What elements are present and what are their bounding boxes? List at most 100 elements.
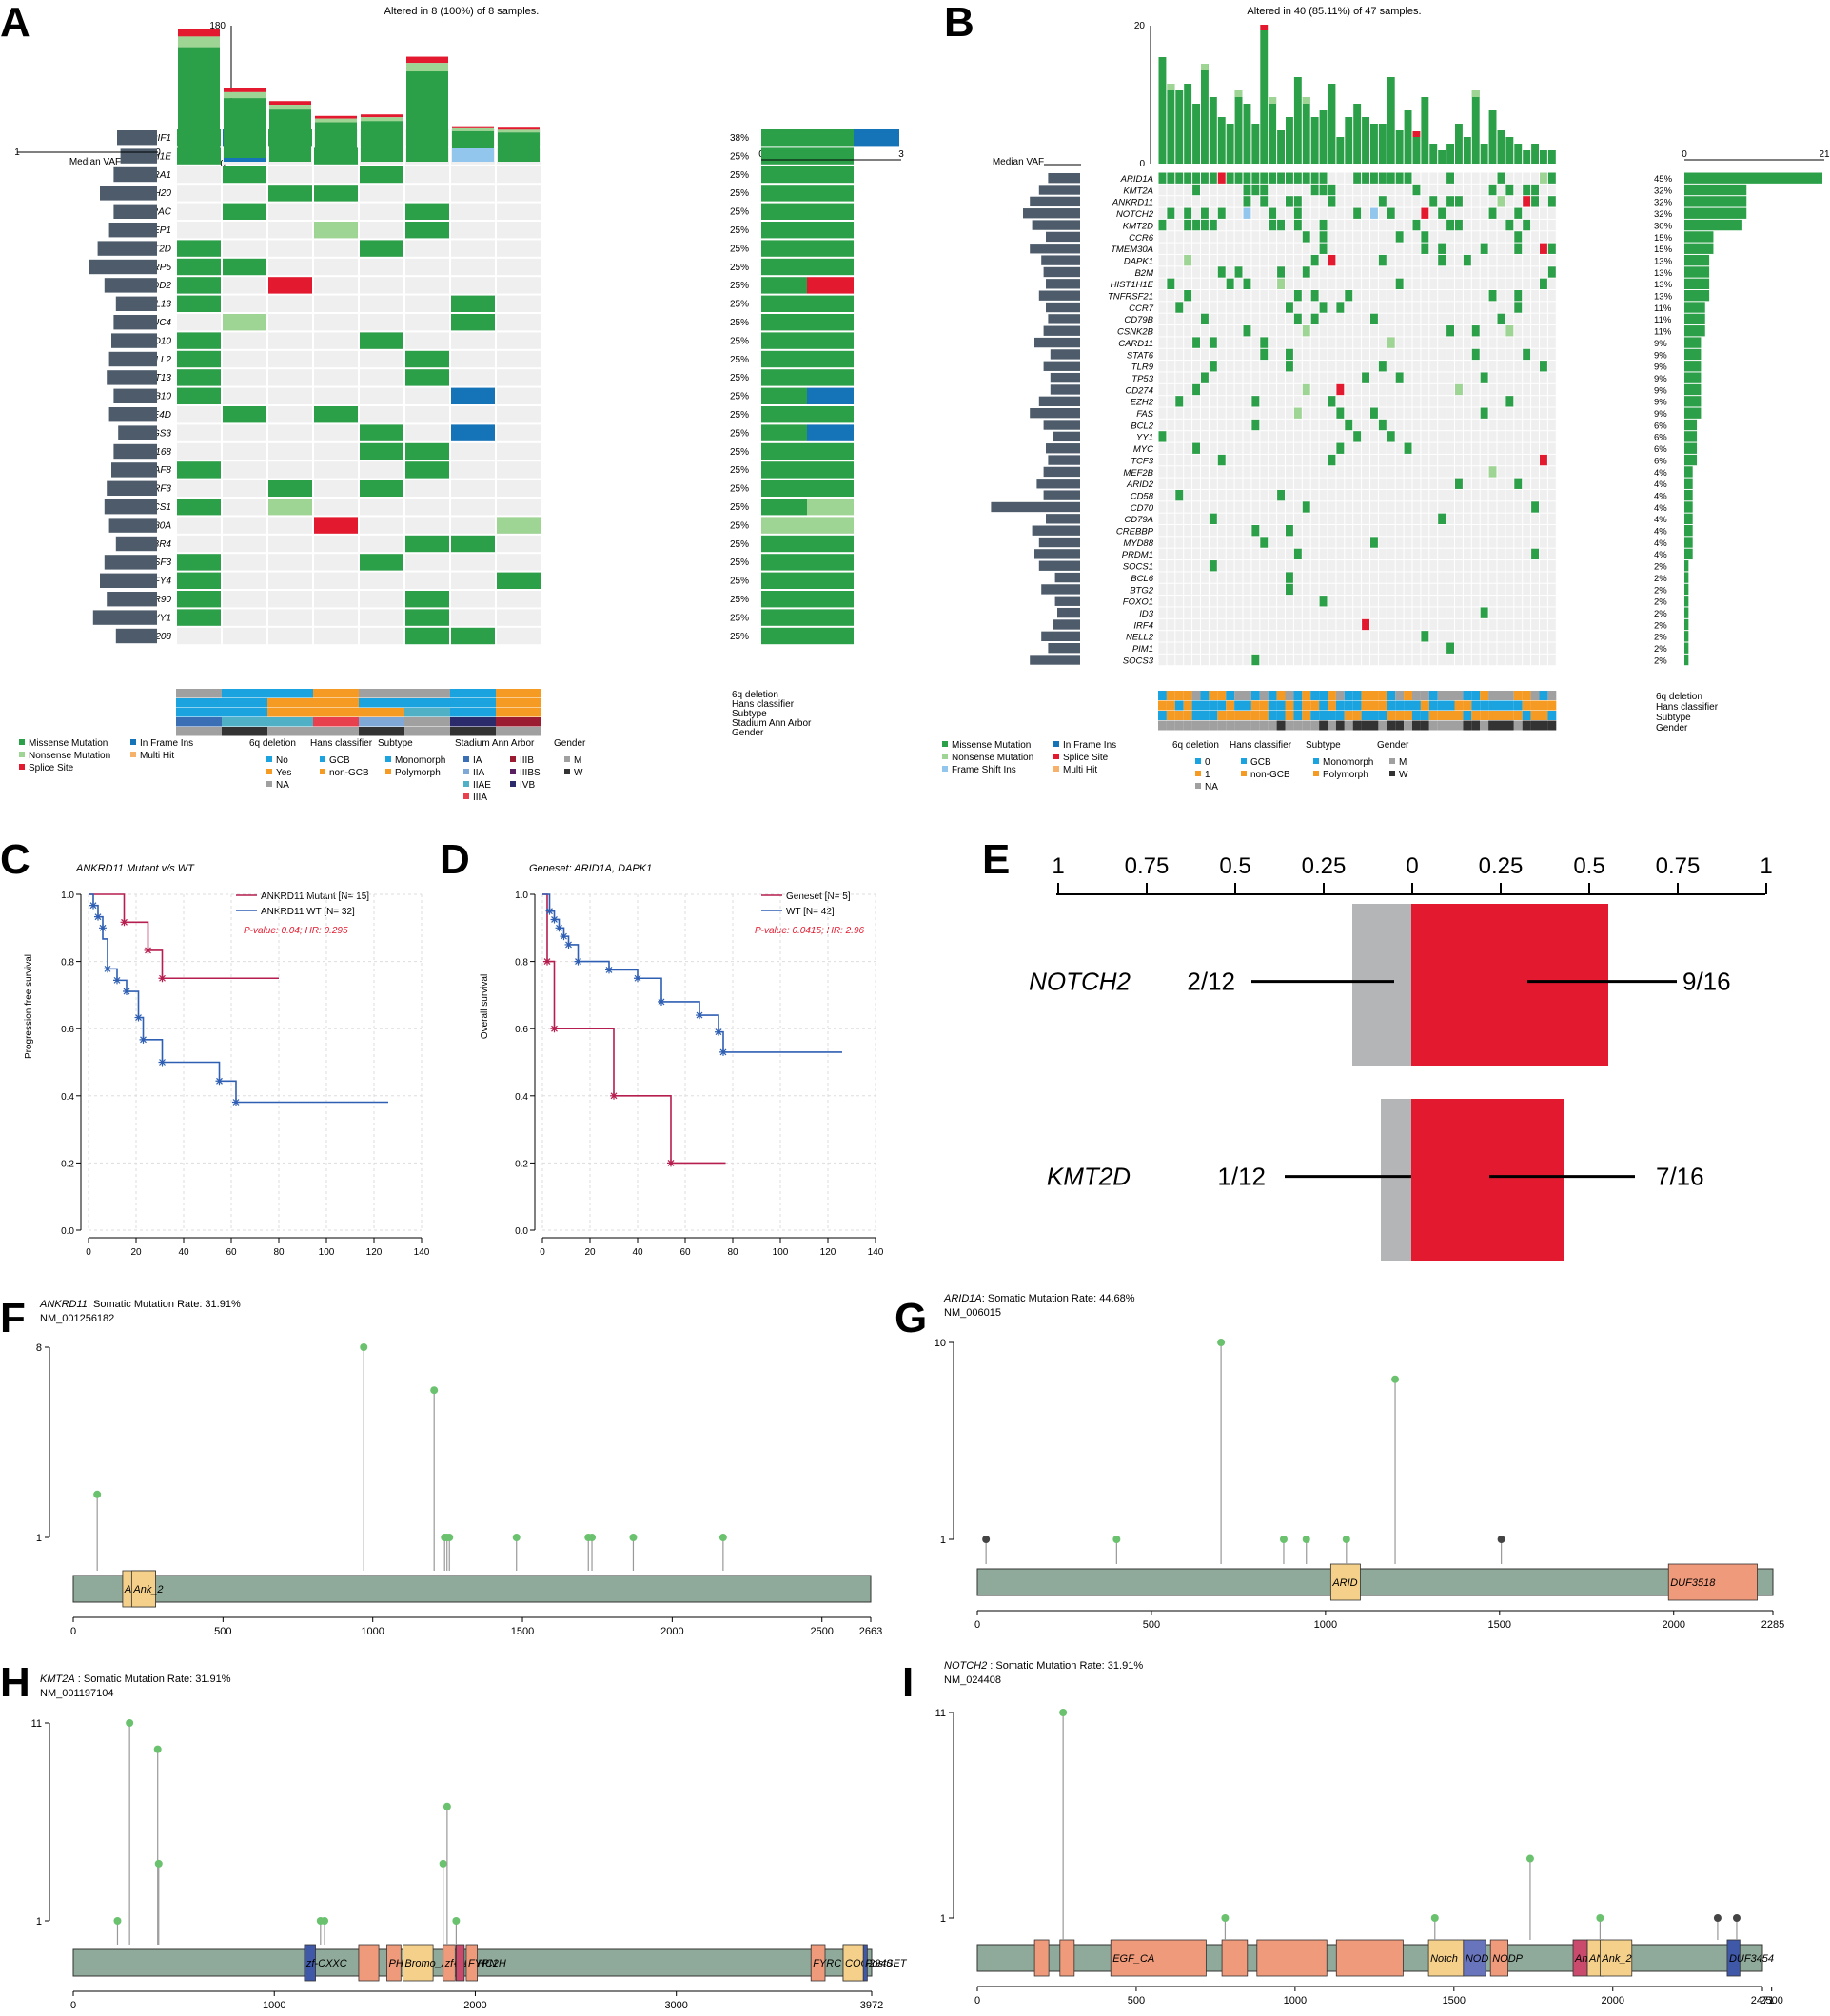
vaf-bar (1043, 266, 1080, 278)
oncoplot-cell (1387, 196, 1395, 207)
oncoplot-cell (1362, 419, 1369, 431)
oncoplot-cell (1251, 290, 1260, 302)
clinical-track-cell (267, 708, 313, 717)
oncoplot-cell (1277, 431, 1285, 442)
oncoplot-cell (1336, 207, 1345, 219)
gene-percentage: 2% (1654, 574, 1667, 584)
oncoplot-cell (451, 203, 495, 220)
oncoplot-cell (1336, 548, 1345, 560)
oncoplot-cell (1395, 302, 1404, 313)
lollipop-head (1279, 1536, 1288, 1543)
oncoplot-cell (1362, 513, 1369, 524)
gene-label: MUC4 (145, 318, 172, 328)
km-censor-mark (560, 932, 568, 941)
oncoplot-cell (1463, 548, 1471, 560)
oncoplot-cell (1277, 642, 1285, 654)
oncoplot-cell (1531, 348, 1539, 361)
tmb-bar-nonsense (406, 63, 448, 72)
oncoplot-cell (1217, 184, 1226, 196)
oncoplot-cell (1345, 337, 1353, 348)
oncoplot-cell (1269, 231, 1277, 243)
oncoplot-cell (223, 240, 266, 257)
oncoplot-cell (1302, 618, 1310, 631)
oncoplot-cell (314, 258, 358, 276)
oncoplot-mutation (405, 627, 449, 645)
oncoplot-cell (1455, 348, 1463, 361)
oncoplot-cell (360, 591, 403, 608)
oncoplot-mutation (405, 609, 449, 626)
protein-domain-label: Ank_2 (1601, 1953, 1631, 1965)
gene-label: USF3 (147, 558, 171, 568)
oncoplot-mutation (1269, 172, 1277, 184)
oncoplot-cell (1234, 396, 1243, 407)
gene-total-bar (761, 535, 807, 553)
oncoplot-cell (1251, 572, 1260, 583)
clinical-track-cell (1454, 691, 1464, 700)
oncoplot-cell (1455, 431, 1463, 442)
oncoplot-cell (1158, 196, 1167, 207)
vaf-bar (89, 259, 157, 275)
clinical-track-cell (1328, 720, 1336, 731)
oncoplot-cell (1455, 278, 1463, 289)
oncoplot-cell (1310, 618, 1319, 631)
oncoplot-cell (1446, 184, 1454, 196)
oncoplot-cell (1269, 560, 1277, 572)
oncoplot-cell (1336, 596, 1345, 607)
oncoplot-cell (1488, 501, 1497, 513)
gene-label: ID3 (1139, 609, 1154, 619)
oncoplot-cell (1547, 607, 1556, 618)
gene-percentage: 13% (1654, 256, 1673, 266)
oncoplot-cell (1260, 642, 1269, 654)
gene-percentage: 25% (730, 577, 749, 587)
clinical-track-cell (1480, 720, 1489, 731)
oncoplot-cell (1446, 654, 1454, 666)
oncoplot-cell (1370, 266, 1378, 278)
km-x-tick-label: 0 (540, 1247, 545, 1258)
oncoplot-cell (1260, 466, 1269, 478)
oncoplot-cell (1438, 337, 1446, 348)
gene-percentage: 38% (730, 133, 749, 144)
tmb-bar-splice (361, 114, 403, 118)
oncoplot-cell (1505, 501, 1514, 513)
oncoplot-cell (223, 387, 266, 404)
gene-percentage: 6% (1654, 456, 1667, 466)
legend-missense: Missense Mutation (29, 738, 108, 749)
oncoplot-cell (1328, 631, 1336, 642)
oncoplot-cell (1260, 607, 1269, 618)
oncoplot-cell (1175, 254, 1184, 266)
oncoplot-cell (1226, 501, 1234, 513)
oncoplot-cell (1328, 607, 1336, 618)
oncoplot-cell (1192, 454, 1200, 466)
gene-total-bar (807, 185, 854, 202)
oncoplot-cell (1345, 454, 1353, 466)
forest-tick-label: 1 (1760, 853, 1772, 879)
oncoplot-mutation (1421, 207, 1429, 219)
lollipop-x-label: 1000 (263, 2000, 285, 2011)
oncoplot-cell (1488, 407, 1497, 419)
oncoplot-cell (1192, 313, 1200, 325)
oncoplot-cell (1260, 654, 1269, 666)
oncoplot-cell (1158, 372, 1167, 383)
clinical-track-cell (222, 698, 267, 708)
tmb-bar (1328, 84, 1336, 164)
oncoplot-mutation (1226, 278, 1234, 289)
oncoplot-cell (1234, 489, 1243, 501)
oncoplot-cell (1192, 302, 1200, 313)
gene-total-bar (1684, 278, 1710, 289)
oncoplot-cell (1471, 454, 1480, 466)
gene-percentage: 25% (730, 484, 749, 495)
oncoplot-cell (1463, 372, 1471, 383)
legend-item: IIIBS (520, 768, 541, 778)
oncoplot-cell (1234, 419, 1243, 431)
oncoplot-cell (1455, 419, 1463, 431)
oncoplot-cell (1540, 313, 1547, 325)
oncoplot-cell (1531, 243, 1539, 254)
oncoplot-mutation (1251, 184, 1260, 196)
oncoplot-mutation (1175, 172, 1184, 184)
oncoplot-cell (1209, 583, 1217, 596)
km-y-tick-label: 0.2 (61, 1159, 74, 1169)
oncoplot-mutation (1192, 184, 1200, 196)
clinical-track-cell (1505, 720, 1514, 731)
oncoplot-cell (1251, 431, 1260, 442)
oncoplot-cell (1302, 642, 1310, 654)
